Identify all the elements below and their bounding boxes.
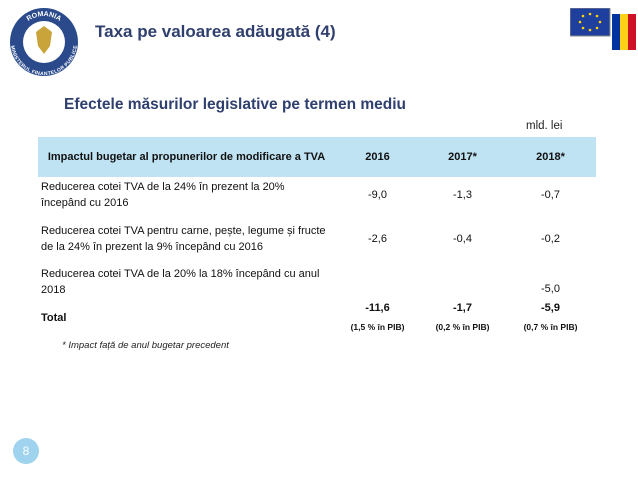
- cell: -0,2: [541, 233, 560, 245]
- flags: [570, 8, 636, 50]
- table: Impactul bugetar al propunerilor de modi…: [38, 137, 596, 336]
- total-note: (0,7 % în PIB): [523, 322, 578, 332]
- empty-cell: [335, 265, 420, 299]
- total-cell: -5,9 (0,7 % în PIB): [505, 299, 596, 336]
- total-row: Total -11,6 (1,5 % în PIB) -1,7 (0,2 % în PI…: [38, 299, 596, 336]
- page-number: 8: [13, 438, 39, 464]
- row-label: Reducerea cotei TVA de la 24% în prezent…: [41, 181, 285, 209]
- column-header: Impactul bugetar al propunerilor de modi…: [38, 137, 335, 177]
- total-cell: -1,7 (0,2 % în PIB): [420, 299, 505, 336]
- footnote: * Impact față de anul bugetar precedent: [62, 340, 229, 351]
- cell: -0,4: [453, 233, 472, 245]
- cell: -9,0: [368, 189, 387, 201]
- empty-cell: [420, 265, 505, 299]
- subtitle: Efectele măsurilor legislative pe termen…: [64, 96, 406, 113]
- row: Reducerea cotei TVA de la 20% la 18% înc…: [38, 265, 596, 299]
- row-label: Reducerea cotei TVA pentru carne, pește,…: [41, 225, 326, 253]
- cell: -2,6: [368, 233, 387, 245]
- row: Reducerea cotei TVA pentru carne, pește,…: [38, 213, 596, 265]
- total-value: -5,9: [541, 302, 560, 314]
- row: Reducerea cotei TVA de la 24% în prezent…: [38, 177, 596, 213]
- header-row: Impactul bugetar al propunerilor de modi…: [38, 137, 596, 177]
- total-cell: -11,6 (1,5 % în PIB): [335, 299, 420, 336]
- title: Taxa pe valoarea adăugată (4): [95, 22, 336, 41]
- cell: -5,0: [541, 282, 560, 295]
- cell: -1,3: [453, 189, 472, 201]
- column-header: 2017*: [420, 137, 505, 177]
- total-note: (1,5 % în PIB): [350, 322, 405, 332]
- column-header: 2016: [335, 137, 420, 177]
- logo-text: ROMANIA: [26, 11, 63, 23]
- column-header: 2018*: [505, 137, 596, 177]
- logo: ROMANIA MINISTERUL FINANTELOR PUBLICE: [9, 8, 79, 77]
- total-label: Total: [41, 311, 67, 324]
- cell: -0,7: [541, 189, 560, 201]
- row-label: Reducerea cotei TVA de la 20% la 18% înc…: [41, 268, 320, 296]
- total-value: -11,6: [365, 302, 390, 314]
- total-note: (0,2 % în PIB): [435, 322, 490, 332]
- unit: mld. lei: [526, 120, 563, 132]
- total-value: -1,7: [453, 302, 472, 314]
